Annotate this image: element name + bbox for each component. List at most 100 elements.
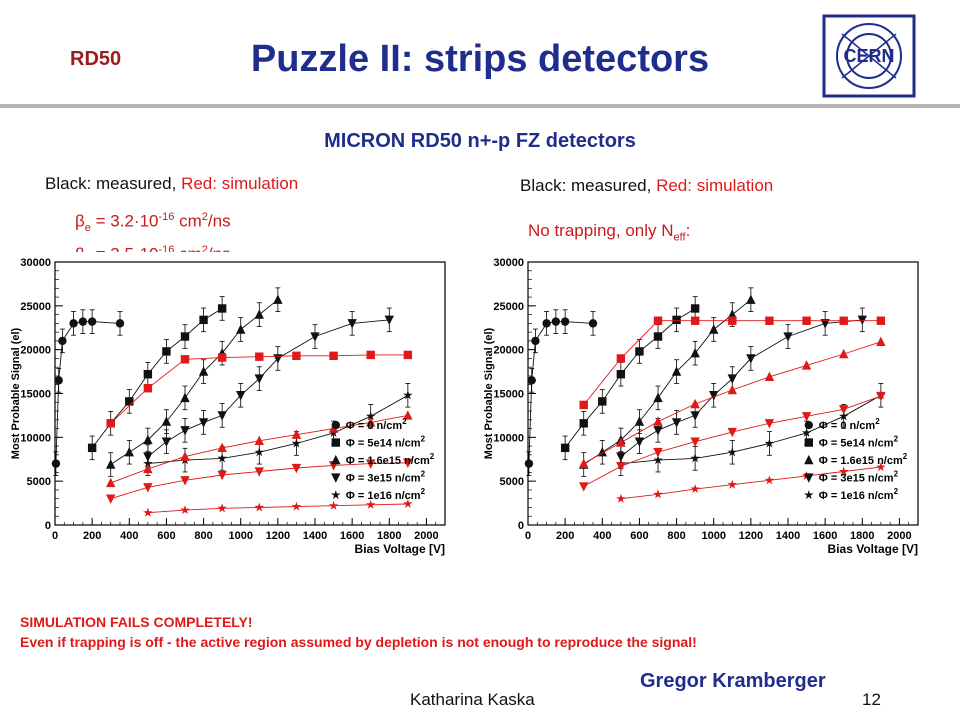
data-point	[198, 366, 209, 376]
data-point	[291, 438, 302, 448]
data-point	[217, 442, 227, 453]
data-point	[54, 376, 63, 385]
y-tick-label: 20000	[20, 345, 51, 357]
legend-label-exp: 2	[421, 435, 426, 444]
data-point	[542, 319, 551, 328]
data-point	[236, 324, 246, 334]
page-title: Puzzle II: strips detectors	[250, 38, 710, 80]
y-axis-label: Most Probable Signal (el)	[483, 327, 495, 459]
data-point	[709, 324, 719, 334]
series-0	[51, 309, 125, 476]
series-line	[147, 394, 409, 465]
y-tick-label: 10000	[493, 432, 524, 444]
y-tick-label: 0	[45, 520, 51, 532]
data-point	[579, 482, 589, 492]
data-point	[51, 459, 61, 468]
series-2	[106, 287, 283, 477]
y-tick-label: 5000	[500, 476, 524, 488]
data-point	[198, 418, 209, 428]
data-point	[839, 405, 849, 415]
data-point	[616, 354, 626, 363]
data-point	[616, 370, 626, 379]
data-point	[876, 391, 886, 402]
left-legend-red: Red: simulation	[181, 174, 299, 193]
legend-label: Φ = 1e16 n/cm2	[819, 487, 899, 502]
chart-legend: Φ = 0 n/cm2 Φ = 5e14 n/cm2 Φ = 1.6e15 n/cm…	[331, 417, 435, 502]
x-axis-label: Bias Voltage [V]	[828, 542, 918, 556]
data-point	[143, 458, 153, 468]
legend-marker	[804, 454, 814, 465]
series-7	[579, 391, 886, 492]
x-tick-label: 600	[630, 530, 648, 542]
legend-label: Φ = 0 n/cm2	[346, 417, 407, 432]
data-point	[524, 459, 534, 468]
x-tick-label: 400	[593, 530, 611, 542]
rd50-tag: RD50	[70, 48, 122, 70]
x-tick-label: 1800	[850, 530, 874, 542]
data-point	[143, 507, 153, 517]
data-point	[579, 458, 589, 468]
data-point	[616, 493, 626, 503]
data-point	[727, 384, 737, 395]
page-number: 12	[862, 690, 881, 709]
data-point	[273, 294, 283, 304]
header-divider	[0, 104, 960, 108]
x-tick-label: 800	[667, 530, 685, 542]
data-point	[143, 434, 153, 445]
legend-label: Φ = 5e14 n/cm2	[346, 435, 426, 450]
x-tick-label: 400	[120, 530, 138, 542]
data-point	[161, 437, 172, 447]
data-point	[291, 463, 302, 474]
data-point	[106, 459, 116, 469]
series-line	[583, 299, 752, 465]
right-legend-red: Red: simulation	[656, 176, 774, 195]
data-point	[579, 400, 588, 410]
series-0	[524, 309, 598, 476]
data-point	[764, 419, 775, 429]
data-point	[366, 417, 376, 427]
data-point	[551, 317, 561, 326]
y-tick-label: 0	[518, 520, 524, 532]
y-tick-label: 10000	[20, 432, 51, 444]
legend-marker	[804, 473, 814, 483]
left-legend-text: Black: measured, Red: simulation	[45, 174, 298, 194]
x-axis-label: Bias Voltage [V]	[355, 542, 445, 556]
data-point	[115, 319, 125, 328]
series-line	[620, 466, 881, 500]
data-point	[746, 354, 756, 364]
beta-e-line: βe = 3.2·10-16 cm2/ns	[75, 211, 231, 235]
series-line	[147, 503, 408, 514]
plot-background	[478, 252, 928, 564]
series-3	[143, 307, 394, 469]
data-point	[598, 397, 607, 406]
legend-label-exp: 2	[875, 417, 880, 426]
data-point	[217, 503, 227, 513]
data-point	[87, 317, 97, 326]
data-point	[839, 316, 848, 325]
data-point	[672, 315, 681, 325]
y-tick-label: 15000	[493, 389, 524, 401]
data-point	[106, 494, 116, 504]
data-point	[653, 392, 663, 403]
data-point	[802, 316, 811, 325]
legend-label: Φ = 1.6e15 n/cm2	[346, 452, 435, 467]
series-6	[579, 336, 886, 468]
legend-marker	[331, 490, 341, 500]
data-point	[671, 366, 682, 376]
data-point	[746, 294, 756, 304]
legend-label-exp: 2	[894, 435, 899, 444]
conclusion-line-2: Even if trapping is off - the active reg…	[20, 634, 697, 650]
data-point	[217, 411, 227, 421]
data-point	[366, 459, 376, 469]
cern-logo-text: CERN	[843, 46, 894, 66]
data-point	[783, 332, 793, 342]
legend-label: Φ = 0 n/cm2	[819, 417, 880, 432]
legend-label: Φ = 3e15 n/cm2	[346, 470, 426, 485]
series-6	[106, 410, 413, 488]
data-point	[143, 370, 153, 379]
data-point	[728, 316, 737, 325]
data-point	[801, 412, 812, 422]
data-point	[254, 435, 264, 446]
data-point	[876, 316, 886, 325]
data-point	[727, 309, 737, 319]
